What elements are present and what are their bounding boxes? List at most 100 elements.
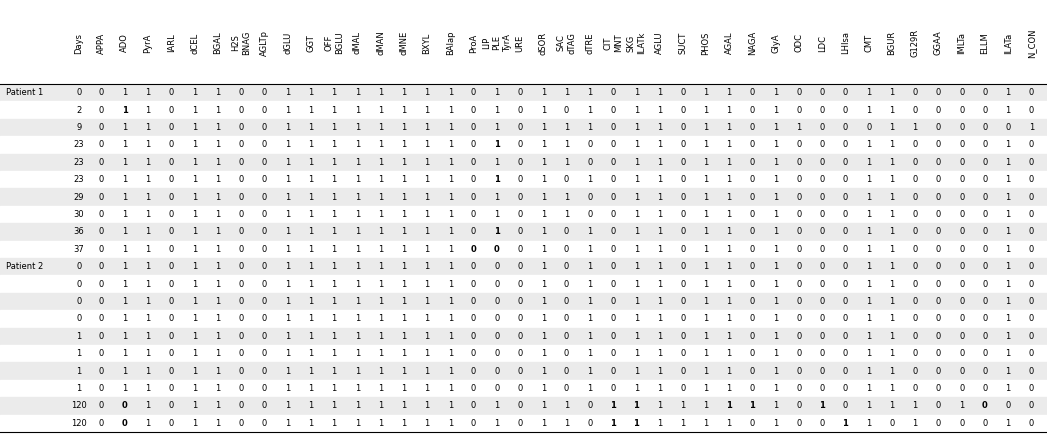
- Text: 1: 1: [216, 88, 221, 97]
- Text: dTRE: dTRE: [585, 32, 595, 54]
- Text: 1: 1: [540, 262, 545, 271]
- Text: 0: 0: [681, 332, 686, 341]
- Text: 1: 1: [448, 141, 453, 149]
- Text: 1: 1: [378, 349, 383, 358]
- Text: 1: 1: [401, 367, 406, 375]
- Text: 1: 1: [866, 245, 871, 254]
- Text: 1: 1: [332, 297, 337, 306]
- Text: 1: 1: [355, 123, 360, 132]
- Text: 0: 0: [99, 419, 105, 428]
- Text: 0: 0: [1029, 314, 1034, 323]
- Text: 1: 1: [587, 123, 593, 132]
- Text: 0: 0: [239, 279, 244, 289]
- Text: 0: 0: [517, 332, 522, 341]
- Text: 0: 0: [239, 367, 244, 375]
- Text: 1: 1: [727, 401, 732, 411]
- Text: 1: 1: [355, 314, 360, 323]
- Text: 1: 1: [704, 245, 709, 254]
- Text: 1: 1: [704, 297, 709, 306]
- Text: 0: 0: [959, 123, 964, 132]
- Text: 0: 0: [471, 210, 476, 219]
- Text: 0: 0: [913, 193, 918, 202]
- Text: 1: 1: [122, 384, 128, 393]
- Text: 0: 0: [99, 297, 105, 306]
- Text: ODC: ODC: [795, 33, 803, 53]
- Text: 1: 1: [704, 367, 709, 375]
- Text: 1: 1: [587, 279, 593, 289]
- Text: 0: 0: [494, 332, 499, 341]
- Text: 0: 0: [99, 210, 105, 219]
- Text: 1: 1: [773, 297, 778, 306]
- Text: 0: 0: [959, 367, 964, 375]
- Text: 1: 1: [610, 419, 616, 428]
- Text: 1: 1: [866, 210, 871, 219]
- Text: 0: 0: [936, 297, 941, 306]
- Text: 1: 1: [587, 245, 593, 254]
- Text: 1: 1: [332, 314, 337, 323]
- Text: 0: 0: [913, 141, 918, 149]
- Text: 0: 0: [959, 88, 964, 97]
- Text: 1: 1: [378, 193, 383, 202]
- Text: 1: 1: [1005, 314, 1010, 323]
- Text: 1: 1: [727, 384, 732, 393]
- Text: 1: 1: [1005, 227, 1010, 237]
- Text: 0: 0: [494, 279, 499, 289]
- Text: 1: 1: [76, 367, 82, 375]
- Text: 1: 1: [285, 88, 290, 97]
- Text: 0: 0: [936, 227, 941, 237]
- Text: 1: 1: [540, 297, 545, 306]
- Text: 1: 1: [401, 158, 406, 167]
- Text: 0: 0: [587, 419, 593, 428]
- Text: dSOR: dSOR: [539, 31, 548, 55]
- Text: 1: 1: [587, 367, 593, 375]
- Text: 1: 1: [192, 193, 197, 202]
- Text: 0: 0: [262, 227, 267, 237]
- Text: 1: 1: [773, 314, 778, 323]
- Text: 0: 0: [797, 141, 802, 149]
- Text: 1: 1: [564, 419, 570, 428]
- Text: 1: 1: [773, 158, 778, 167]
- Text: 0: 0: [262, 384, 267, 393]
- Text: 0: 0: [959, 349, 964, 358]
- Text: 0: 0: [959, 210, 964, 219]
- Text: 0: 0: [169, 105, 174, 115]
- Text: 1: 1: [424, 419, 429, 428]
- Text: 1: 1: [308, 297, 313, 306]
- Text: 30: 30: [73, 210, 85, 219]
- Text: 1: 1: [866, 105, 871, 115]
- Text: 0: 0: [517, 314, 522, 323]
- Text: 0: 0: [959, 314, 964, 323]
- Text: 1: 1: [308, 105, 313, 115]
- Text: 1: 1: [587, 88, 593, 97]
- Text: 0: 0: [471, 245, 476, 254]
- Text: 1: 1: [192, 297, 197, 306]
- Text: 37: 37: [73, 245, 85, 254]
- Text: 1: 1: [355, 193, 360, 202]
- Text: 0: 0: [471, 297, 476, 306]
- Text: 1: 1: [587, 175, 593, 184]
- Text: 23: 23: [73, 175, 85, 184]
- Text: 1: 1: [146, 245, 151, 254]
- Text: 1: 1: [540, 227, 545, 237]
- Text: 1: 1: [332, 262, 337, 271]
- Text: 0: 0: [797, 332, 802, 341]
- Text: 1: 1: [216, 367, 221, 375]
- Text: 1: 1: [773, 245, 778, 254]
- Text: 0: 0: [610, 123, 616, 132]
- Text: 0: 0: [471, 384, 476, 393]
- Text: 1: 1: [146, 279, 151, 289]
- Text: 0: 0: [262, 158, 267, 167]
- Text: 0: 0: [262, 279, 267, 289]
- Text: 1: 1: [727, 367, 732, 375]
- Text: 1: 1: [401, 349, 406, 358]
- Text: 0: 0: [610, 367, 616, 375]
- Text: 1: 1: [355, 384, 360, 393]
- Text: 1: 1: [216, 105, 221, 115]
- Text: 1: 1: [1005, 175, 1010, 184]
- Text: 1: 1: [866, 419, 871, 428]
- Text: 1: 1: [704, 227, 709, 237]
- Text: 0: 0: [797, 262, 802, 271]
- Text: 0: 0: [587, 141, 593, 149]
- Text: 0: 0: [982, 297, 987, 306]
- Text: 1: 1: [332, 384, 337, 393]
